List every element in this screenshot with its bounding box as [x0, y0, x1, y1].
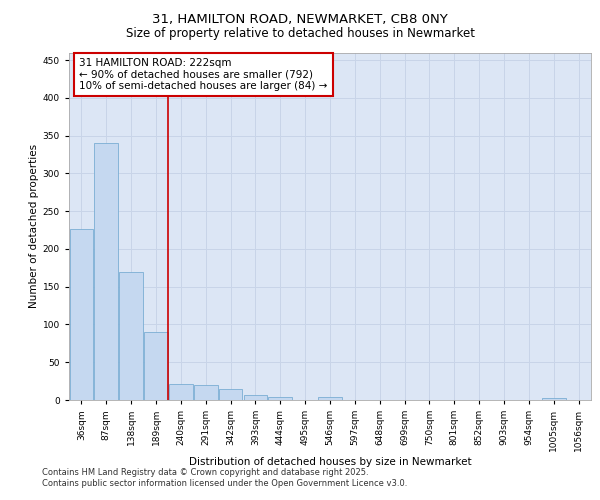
Text: Contains HM Land Registry data © Crown copyright and database right 2025.
Contai: Contains HM Land Registry data © Crown c…	[42, 468, 407, 487]
Bar	[119, 272, 143, 400]
Bar	[144, 332, 168, 400]
Bar	[219, 388, 242, 400]
Bar	[268, 397, 292, 400]
Bar	[318, 397, 342, 400]
Bar	[542, 398, 566, 400]
Bar	[94, 143, 118, 400]
Bar	[194, 385, 218, 400]
Bar	[244, 394, 267, 400]
X-axis label: Distribution of detached houses by size in Newmarket: Distribution of detached houses by size …	[188, 456, 472, 466]
Text: 31 HAMILTON ROAD: 222sqm
← 90% of detached houses are smaller (792)
10% of semi-: 31 HAMILTON ROAD: 222sqm ← 90% of detach…	[79, 58, 328, 91]
Bar	[70, 230, 93, 400]
Text: 31, HAMILTON ROAD, NEWMARKET, CB8 0NY: 31, HAMILTON ROAD, NEWMARKET, CB8 0NY	[152, 12, 448, 26]
Text: Size of property relative to detached houses in Newmarket: Size of property relative to detached ho…	[125, 28, 475, 40]
Bar	[169, 384, 193, 400]
Y-axis label: Number of detached properties: Number of detached properties	[29, 144, 38, 308]
